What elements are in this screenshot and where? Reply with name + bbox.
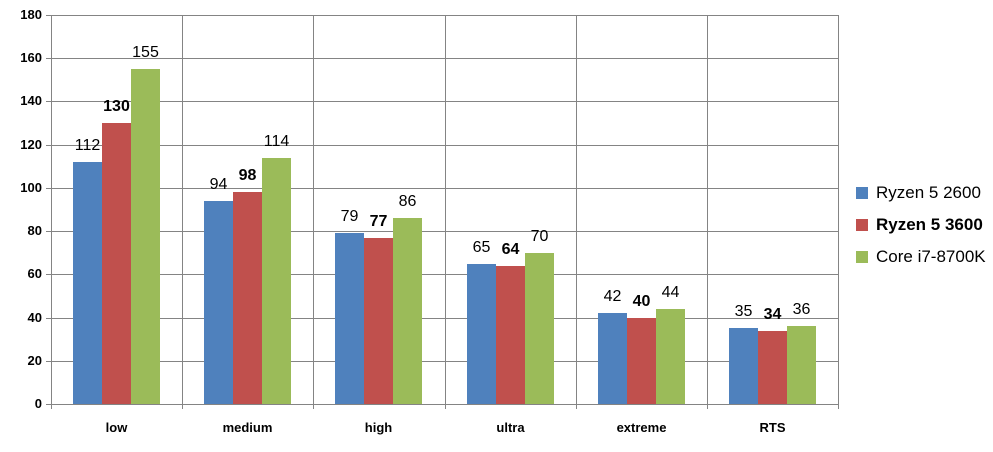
x-axis-tick: [182, 404, 183, 409]
x-axis-label: low: [105, 420, 128, 435]
x-axis-tick: [707, 404, 708, 409]
y-axis-label: 60: [27, 266, 42, 281]
bar: [393, 218, 422, 404]
bar: [598, 313, 627, 404]
gridline: [51, 15, 838, 16]
bar-value-label: 77: [369, 213, 388, 230]
bar: [131, 69, 160, 404]
bar: [525, 253, 554, 404]
bar: [627, 318, 656, 404]
vertical-gridline: [182, 15, 183, 404]
bar-value-label: 42: [603, 288, 622, 305]
legend-label: Core i7-8700K: [876, 247, 986, 266]
legend-swatch: [856, 251, 868, 263]
bar-value-label: 65: [472, 239, 491, 256]
bar-value-label: 34: [763, 306, 782, 323]
x-axis-tick: [51, 404, 52, 409]
bar-value-label: 155: [132, 44, 159, 61]
x-axis-label: ultra: [496, 420, 525, 435]
bar-value-label: 94: [209, 176, 228, 193]
legend-swatch: [856, 187, 868, 199]
x-axis-line: [51, 404, 838, 405]
bar-value-label: 40: [632, 293, 651, 310]
vertical-gridline: [576, 15, 577, 404]
x-axis-tick: [313, 404, 314, 409]
bar-value-label: 70: [530, 228, 549, 245]
x-axis-tick: [838, 404, 839, 409]
bar: [102, 123, 131, 404]
bar-value-label: 79: [340, 208, 359, 225]
x-axis-tick: [445, 404, 446, 409]
y-axis-tick: [46, 101, 51, 102]
y-axis-tick: [46, 274, 51, 275]
y-axis-tick: [46, 361, 51, 362]
x-axis-label: extreme: [616, 420, 667, 435]
y-axis-tick: [46, 231, 51, 232]
y-axis-label: 120: [20, 137, 42, 152]
bar: [335, 233, 364, 404]
legend-swatch: [856, 219, 868, 231]
x-axis-label: RTS: [759, 420, 786, 435]
bar-value-label: 35: [734, 303, 753, 320]
y-axis-label: 100: [20, 180, 42, 195]
y-axis-label: 180: [20, 7, 42, 22]
gridline: [51, 318, 838, 319]
legend-item: Ryzen 5 3600: [856, 214, 986, 236]
y-axis-tick: [46, 404, 51, 405]
bar-value-label: 36: [792, 301, 811, 318]
x-axis-label: medium: [222, 420, 273, 435]
y-axis-tick: [46, 58, 51, 59]
gridline: [51, 145, 838, 146]
legend-label: Ryzen 5 3600: [876, 215, 983, 234]
x-axis-tick: [576, 404, 577, 409]
y-axis-label: 80: [27, 223, 42, 238]
gridline: [51, 274, 838, 275]
gridline: [51, 58, 838, 59]
y-axis-label: 160: [20, 50, 42, 65]
bar-value-label: 86: [398, 193, 417, 210]
vertical-gridline: [838, 15, 839, 404]
y-axis-label: 0: [34, 396, 42, 411]
legend-label: Ryzen 5 2600: [876, 183, 981, 202]
bar: [656, 309, 685, 404]
bar: [73, 162, 102, 404]
gridline: [51, 361, 838, 362]
legend-item: Core i7-8700K: [856, 246, 986, 268]
bar-value-label: 112: [74, 137, 101, 154]
bar: [787, 326, 816, 404]
y-axis-tick: [46, 15, 51, 16]
y-axis-tick: [46, 145, 51, 146]
bar: [496, 266, 525, 404]
bar-value-label: 130: [103, 98, 130, 115]
legend: Ryzen 5 2600 Ryzen 5 3600 Core i7-8700K: [856, 182, 986, 278]
y-axis-tick: [46, 188, 51, 189]
bar-value-label: 64: [501, 241, 520, 258]
y-axis-label: 20: [27, 353, 42, 368]
vertical-gridline: [51, 15, 52, 404]
bar: [467, 264, 496, 404]
bar-value-label: 44: [661, 284, 680, 301]
y-axis-label: 140: [20, 93, 42, 108]
x-axis-label: high: [364, 420, 393, 435]
bar: [729, 328, 758, 404]
vertical-gridline: [445, 15, 446, 404]
vertical-gridline: [313, 15, 314, 404]
bar: [233, 192, 262, 404]
gridline: [51, 231, 838, 232]
vertical-gridline: [707, 15, 708, 404]
bar-value-label: 98: [238, 167, 257, 184]
gridline: [51, 101, 838, 102]
bar-value-label: 114: [263, 133, 290, 150]
gridline: [51, 188, 838, 189]
legend-item: Ryzen 5 2600: [856, 182, 986, 204]
y-axis-tick: [46, 318, 51, 319]
bar: [262, 158, 291, 404]
y-axis-label: 40: [27, 310, 42, 325]
bar: [204, 201, 233, 404]
bar: [364, 238, 393, 404]
bar: [758, 331, 787, 404]
